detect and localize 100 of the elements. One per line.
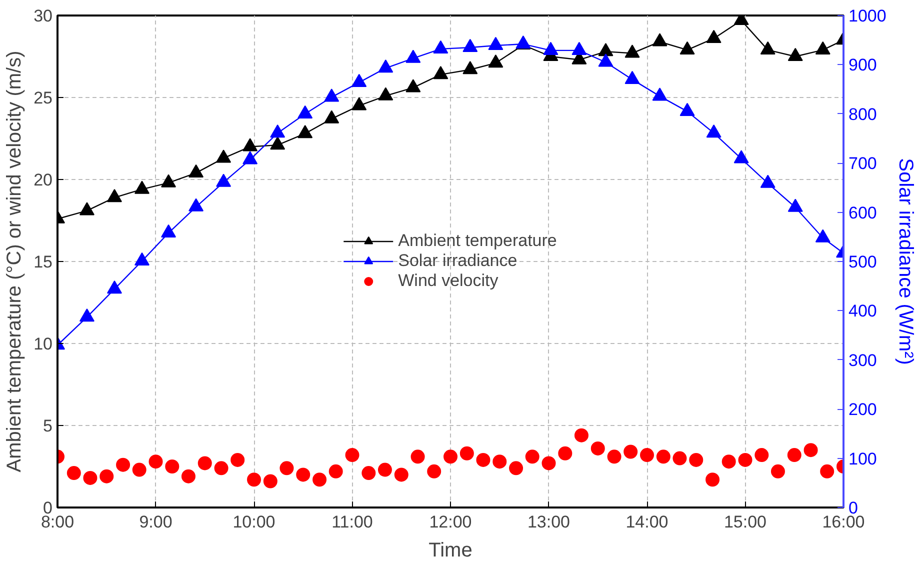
y2-tick-label: 200 <box>848 400 877 420</box>
y2-tick-label: 600 <box>848 203 877 222</box>
x-tick-label: 11:00 <box>332 512 373 532</box>
point <box>788 48 803 62</box>
point <box>66 466 81 480</box>
point <box>624 44 640 58</box>
point <box>270 124 286 138</box>
y-tick-label: 15 <box>34 252 53 272</box>
x-tick-label: 8:00 <box>40 512 74 532</box>
point <box>378 87 394 100</box>
y2-tick-label: 300 <box>848 350 877 370</box>
point <box>788 198 803 212</box>
point <box>132 462 146 477</box>
point <box>760 174 776 188</box>
point <box>378 462 392 477</box>
point <box>652 33 668 46</box>
point <box>214 461 228 476</box>
point <box>656 450 670 464</box>
x-tick-label: 9:00 <box>139 512 172 532</box>
legend-label: Ambient temperature <box>398 231 557 251</box>
point <box>689 452 704 467</box>
point <box>242 138 258 152</box>
point <box>652 88 668 101</box>
point <box>198 456 212 470</box>
point <box>216 150 232 163</box>
point <box>106 280 122 294</box>
y-tick-label: 5 <box>43 416 53 436</box>
point <box>543 42 558 55</box>
point <box>165 460 180 474</box>
y2-tick-label: 500 <box>848 252 877 272</box>
x-tick-label: 15:00 <box>724 512 767 532</box>
point <box>476 452 490 467</box>
y2-tick-label: 100 <box>848 449 877 468</box>
y-tick-label: 20 <box>34 170 53 190</box>
point <box>79 308 94 322</box>
point <box>247 472 261 487</box>
point <box>820 464 834 478</box>
point <box>298 105 313 118</box>
y-tick-label: 10 <box>34 334 53 354</box>
point <box>352 97 367 110</box>
point <box>640 448 654 462</box>
point <box>345 448 360 462</box>
point <box>263 474 278 488</box>
point <box>706 124 722 138</box>
point <box>410 450 425 464</box>
point <box>296 468 310 482</box>
legend-label: Solar irradiance <box>398 251 518 271</box>
point <box>706 30 722 43</box>
point <box>100 469 114 484</box>
y2-tick-label: 1000 <box>848 6 886 26</box>
point <box>148 454 163 469</box>
point <box>558 446 572 460</box>
point <box>161 224 176 238</box>
point <box>598 42 614 56</box>
point <box>804 443 818 458</box>
point <box>738 452 752 467</box>
point <box>760 41 776 54</box>
x-tick-label: 12:00 <box>429 512 472 532</box>
point <box>607 450 622 464</box>
point <box>754 448 769 462</box>
point <box>312 472 327 487</box>
point <box>488 36 504 50</box>
point <box>188 164 204 178</box>
point <box>598 54 614 67</box>
y-axis-title: Ambient temperature (°C) or wind velocity (m/s) <box>4 50 26 472</box>
point <box>734 150 749 164</box>
point <box>134 180 150 194</box>
point <box>83 470 98 485</box>
point <box>787 448 802 462</box>
y2-axis-title: Solar irradiance (W/m²) <box>894 158 916 365</box>
point <box>815 41 830 54</box>
point <box>328 464 343 478</box>
point <box>230 452 245 467</box>
point <box>406 50 421 63</box>
point <box>542 456 556 470</box>
y2-tick-label: 700 <box>848 154 877 174</box>
point <box>378 60 394 73</box>
x-tick-label: 14:00 <box>626 512 668 532</box>
point <box>433 66 448 80</box>
point <box>444 450 458 464</box>
point <box>680 41 695 54</box>
point <box>572 42 587 55</box>
point <box>242 151 258 164</box>
point <box>460 446 474 460</box>
point <box>722 454 736 469</box>
point <box>624 70 640 84</box>
x-tick-label: 10:00 <box>232 512 276 532</box>
point <box>116 458 130 472</box>
point <box>181 469 196 484</box>
x-axis-title: Time <box>428 540 472 562</box>
point <box>706 472 720 487</box>
point <box>672 451 687 466</box>
x-tick-label: 13:00 <box>527 512 570 532</box>
point <box>427 464 442 478</box>
point <box>433 40 448 54</box>
y-tick-label: 25 <box>34 88 53 108</box>
point <box>106 188 122 202</box>
y2-tick-label: 900 <box>848 56 877 75</box>
point <box>406 79 421 92</box>
point <box>624 444 638 459</box>
